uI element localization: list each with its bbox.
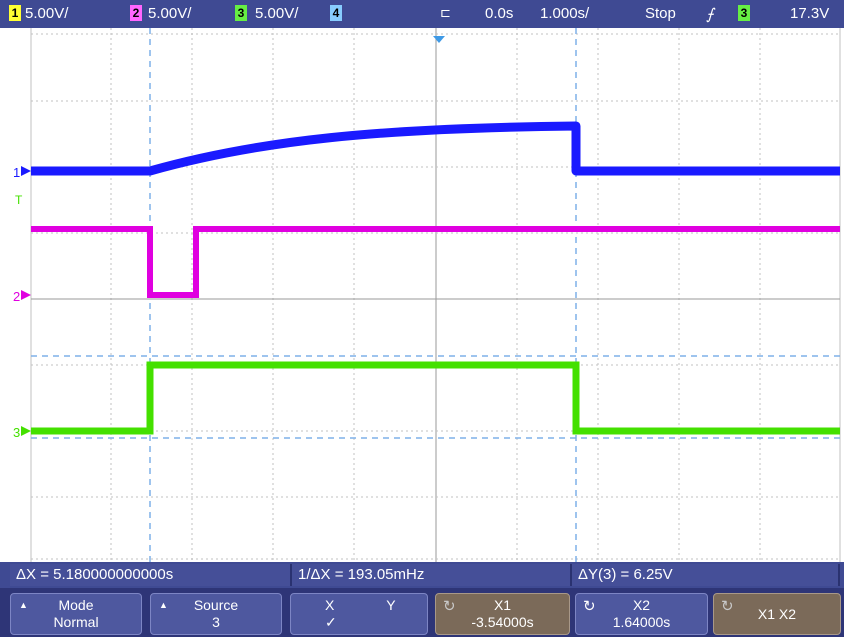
trigger-delay-icon: ⊏ <box>440 5 451 20</box>
y-label: Y <box>386 597 396 613</box>
ch1-indicator[interactable]: 1 <box>9 5 21 21</box>
ch4-indicator[interactable]: 4 <box>330 5 342 21</box>
measurement-bar: ΔX = 5.180000000000s 1/ΔX = 193.05mHz ΔY… <box>0 562 844 588</box>
x-label: X <box>325 597 335 613</box>
xy-softkey[interactable]: X Y ✓ <box>290 593 428 635</box>
waveform-display[interactable]: 1 T 2 3 <box>0 28 844 562</box>
ch3-ground-marker[interactable]: 3 <box>13 425 31 440</box>
ch2-ground-marker[interactable]: 2 <box>13 289 31 304</box>
ch3-trace <box>31 361 840 435</box>
ch1-scale: 5.00V/ <box>25 5 69 22</box>
svg-text:3: 3 <box>13 425 20 440</box>
rotate-knob-icon: ↻ <box>721 598 734 615</box>
svg-text:2: 2 <box>13 289 20 304</box>
rotate-knob-icon: ↻ <box>583 598 596 615</box>
softkey-bar: ▲ Mode Normal ▲ Source 3 X Y ✓ ↻ X1 -3.5… <box>0 588 844 637</box>
ch1-trace <box>31 121 840 176</box>
time-delay: 0.0s <box>485 5 514 22</box>
ch3-indicator[interactable]: 3 <box>235 5 247 21</box>
scope-status-bar: 1 5.00V/ 2 5.00V/ 3 5.00V/ 4 ⊏ 0.0s 1.00… <box>0 0 844 28</box>
trigger-level-marker[interactable]: T <box>15 193 23 207</box>
delta-y-readout: ΔY(3) = 6.25V <box>572 564 840 586</box>
ch1-ground-marker[interactable]: 1 <box>13 165 31 180</box>
trigger-source-indicator[interactable]: 3 <box>738 5 750 21</box>
rotate-knob-icon: ↻ <box>443 598 456 615</box>
mode-softkey[interactable]: ▲ Mode Normal <box>10 593 142 635</box>
delta-x-readout: ΔX = 5.180000000000s <box>10 564 292 586</box>
svg-text:T: T <box>15 193 23 207</box>
inverse-delta-x-readout: 1/ΔX = 193.05mHz <box>292 564 572 586</box>
run-status: Stop <box>645 5 676 22</box>
ch2-trace <box>31 226 840 298</box>
trigger-level: 17.3V <box>790 5 830 22</box>
ch2-indicator[interactable]: 2 <box>130 5 142 21</box>
x1x2-softkey[interactable]: ↻ X1 X2 <box>713 593 841 635</box>
ch2-scale: 5.00V/ <box>148 5 192 22</box>
check-icon: ✓ <box>325 614 337 630</box>
svg-text:1: 1 <box>13 165 20 180</box>
source-softkey[interactable]: ▲ Source 3 <box>150 593 282 635</box>
trigger-edge-icon: ⨍ <box>706 6 714 23</box>
time-scale: 1.000s/ <box>540 5 590 22</box>
menu-arrow-icon: ▲ <box>159 600 168 610</box>
x2-softkey[interactable]: ↻ X2 1.64000s <box>575 593 708 635</box>
trigger-position-marker[interactable] <box>433 36 445 43</box>
menu-arrow-icon: ▲ <box>19 600 28 610</box>
ch3-scale: 5.00V/ <box>255 5 299 22</box>
graticule <box>30 28 841 562</box>
x1-softkey[interactable]: ↻ X1 -3.54000s <box>435 593 570 635</box>
